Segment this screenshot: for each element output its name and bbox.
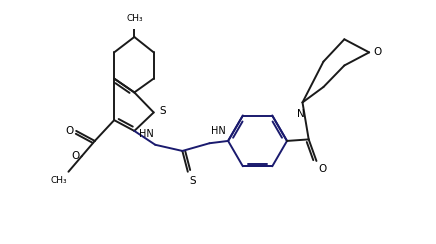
Text: O: O — [72, 151, 80, 161]
Text: HN: HN — [211, 126, 226, 136]
Text: O: O — [66, 126, 74, 136]
Text: N: N — [297, 109, 305, 119]
Text: S: S — [189, 176, 196, 186]
Text: S: S — [159, 106, 166, 116]
Text: O: O — [374, 47, 382, 57]
Text: CH₃: CH₃ — [50, 176, 67, 184]
Text: CH₃: CH₃ — [126, 14, 143, 23]
Text: HN: HN — [139, 129, 154, 139]
Text: O: O — [319, 164, 327, 174]
